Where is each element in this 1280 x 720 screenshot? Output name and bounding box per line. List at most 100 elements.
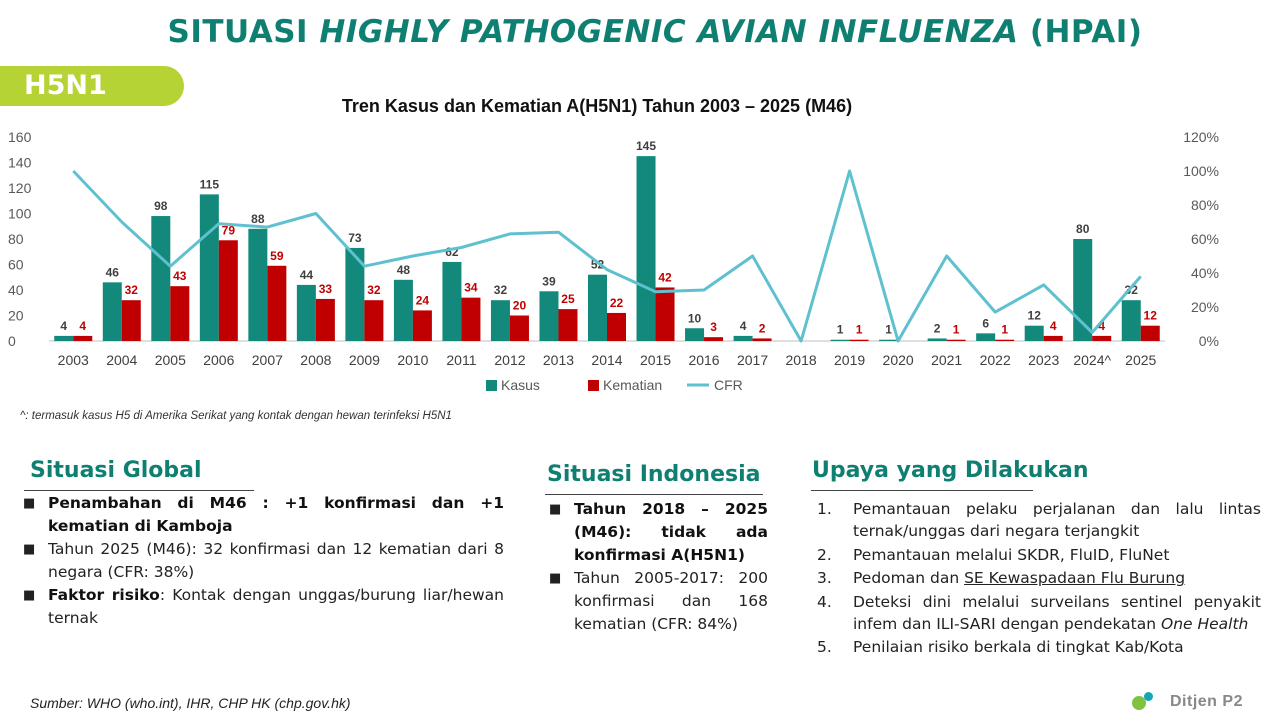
bar-kasus bbox=[1073, 239, 1093, 341]
logo-dot-icon bbox=[1132, 696, 1146, 710]
bar-kasus bbox=[102, 282, 122, 341]
y-right-tick-label: 40% bbox=[1191, 265, 1219, 281]
bar-kasus bbox=[636, 156, 656, 341]
data-label-kematian: 4 bbox=[1098, 319, 1105, 333]
x-tick-label: 2010 bbox=[397, 352, 428, 368]
bar-kematian bbox=[170, 286, 190, 341]
bar-kematian bbox=[995, 339, 1015, 341]
data-label-kasus: 4 bbox=[740, 319, 747, 333]
x-tick-label: 2025 bbox=[1125, 352, 1156, 368]
bar-kematian bbox=[315, 298, 335, 341]
indonesia-section-title: Situasi Indonesia bbox=[547, 462, 761, 487]
data-label-kematian: 2 bbox=[759, 321, 766, 335]
data-label-kematian: 12 bbox=[1144, 309, 1158, 323]
y-left-tick-label: 0 bbox=[8, 333, 16, 349]
x-tick-label: 2018 bbox=[786, 352, 817, 368]
bar-kasus bbox=[733, 335, 753, 341]
data-label-kasus: 32 bbox=[494, 283, 508, 297]
data-label-kematian: 79 bbox=[222, 223, 236, 237]
global-section-title: Situasi Global bbox=[30, 458, 202, 483]
upaya-list: 1. Pemantauan pelaku perjalanan dan lalu … bbox=[817, 498, 1261, 660]
x-tick-label: 2024^ bbox=[1073, 352, 1111, 368]
indonesia-divider bbox=[545, 494, 763, 495]
bar-kasus bbox=[151, 216, 171, 341]
x-tick-label: 2022 bbox=[980, 352, 1011, 368]
indonesia-item: ■ Tahun 2018 – 2025 (M46): tidak ada konf… bbox=[549, 500, 768, 564]
upaya-item: 1. Pemantauan pelaku perjalanan dan lalu … bbox=[817, 500, 1261, 540]
bar-kematian bbox=[1092, 335, 1112, 341]
x-tick-label: 2014 bbox=[591, 352, 622, 368]
bar-kematian bbox=[946, 339, 966, 341]
x-tick-label: 2006 bbox=[203, 352, 234, 368]
bullet-icon: ■ bbox=[23, 542, 36, 557]
legend-swatch-kasus bbox=[486, 380, 497, 391]
bar-kematian bbox=[73, 335, 93, 341]
legend-label-kasus: Kasus bbox=[501, 377, 540, 393]
upaya-item: 5. Penilaian risiko berkala di tingkat Ka… bbox=[817, 638, 1184, 656]
x-tick-label: 2016 bbox=[688, 352, 719, 368]
upaya-item: 3. Pedoman dan SE Kewaspadaan Flu Burung bbox=[817, 569, 1186, 587]
bullet-icon: ■ bbox=[549, 502, 562, 517]
virus-badge: H5N1 bbox=[0, 66, 184, 106]
data-label-kasus: 32 bbox=[1125, 283, 1139, 297]
bar-kematian bbox=[412, 310, 432, 341]
bar-kasus bbox=[1024, 325, 1044, 341]
data-label-kematian: 32 bbox=[125, 283, 139, 297]
bullet-icon: ■ bbox=[549, 571, 562, 586]
bar-kematian bbox=[607, 312, 626, 341]
se-kewaspadaan-link[interactable]: SE Kewaspadaan Flu Burung bbox=[964, 569, 1186, 587]
y-right-tick-label: 60% bbox=[1191, 231, 1219, 247]
upaya-item: 4. Deteksi dini melalui surveilans sentin… bbox=[817, 592, 1261, 633]
data-label-kasus: 80 bbox=[1076, 222, 1090, 236]
y-left-tick-label: 80 bbox=[8, 231, 24, 247]
bar-kasus bbox=[248, 228, 268, 341]
x-tick-label: 2004 bbox=[106, 352, 137, 368]
legend-swatch-kematian bbox=[588, 380, 599, 391]
bar-kasus bbox=[296, 284, 316, 341]
x-tick-label: 2003 bbox=[58, 352, 89, 368]
data-label-kasus: 39 bbox=[542, 274, 556, 288]
data-label-kematian: 1 bbox=[953, 323, 960, 337]
page-title: SITUASI HIGHLY PATHOGENIC AVIAN INFLUENZ… bbox=[167, 14, 1143, 50]
data-label-kematian: 1 bbox=[856, 323, 863, 337]
bar-kasus bbox=[927, 338, 947, 341]
data-label-kasus: 48 bbox=[397, 263, 411, 277]
bar-kasus bbox=[539, 291, 559, 341]
data-label-kematian: 42 bbox=[658, 270, 672, 284]
line-cfr bbox=[72, 169, 1142, 343]
indonesia-item: ■ Tahun 2005-2017: 200 konfirmasi dan 168… bbox=[549, 569, 768, 633]
logo-text: Ditjen P2 bbox=[1170, 693, 1243, 710]
y-left-tick-label: 160 bbox=[8, 129, 32, 145]
x-tick-label: 2023 bbox=[1028, 352, 1059, 368]
bar-kematian bbox=[218, 240, 238, 341]
bar-kematian bbox=[1043, 335, 1063, 341]
data-label-kematian: 3 bbox=[710, 320, 717, 334]
upaya-item: 2. Pemantauan melalui SKDR, FluID, FluNet bbox=[817, 545, 1170, 564]
legend-label-cfr: CFR bbox=[714, 377, 743, 393]
y-left-tick-label: 100 bbox=[8, 206, 32, 222]
chart-footnote: ^: termasuk kasus H5 di Amerika Serikat … bbox=[20, 410, 452, 422]
data-label-kematian: 59 bbox=[270, 249, 284, 263]
data-label-kasus: 12 bbox=[1028, 309, 1042, 323]
bar-kematian bbox=[509, 315, 529, 341]
upaya-divider bbox=[811, 490, 1033, 491]
source-note: Sumber: WHO (who.int), IHR, CHP HK (chp.… bbox=[30, 695, 351, 711]
data-label-kasus: 115 bbox=[200, 177, 220, 191]
global-item: ■ Faktor risiko: Kontak dengan unggas/bur… bbox=[23, 586, 505, 627]
x-tick-label: 2020 bbox=[883, 352, 914, 368]
global-list: ■ Penambahan di M46 : +1 konfirmasi dan +… bbox=[20, 492, 504, 630]
h5n1-trend-chart: 0204060801001201401600%20%40%60%80%100%1… bbox=[8, 129, 1219, 393]
x-tick-label: 2008 bbox=[300, 352, 331, 368]
x-tick-label: 2015 bbox=[640, 352, 671, 368]
y-right-tick-label: 80% bbox=[1191, 197, 1219, 213]
y-right-tick-label: 100% bbox=[1183, 163, 1219, 179]
x-tick-label: 2019 bbox=[834, 352, 865, 368]
bar-kasus bbox=[199, 194, 219, 341]
data-label-kasus: 46 bbox=[106, 265, 120, 279]
data-label-kematian: 24 bbox=[416, 293, 430, 307]
y-left-tick-label: 20 bbox=[8, 308, 24, 324]
x-tick-label: 2013 bbox=[543, 352, 574, 368]
bar-kasus bbox=[393, 279, 413, 341]
y-right-tick-label: 0% bbox=[1199, 333, 1219, 349]
bar-kasus bbox=[1121, 300, 1141, 341]
